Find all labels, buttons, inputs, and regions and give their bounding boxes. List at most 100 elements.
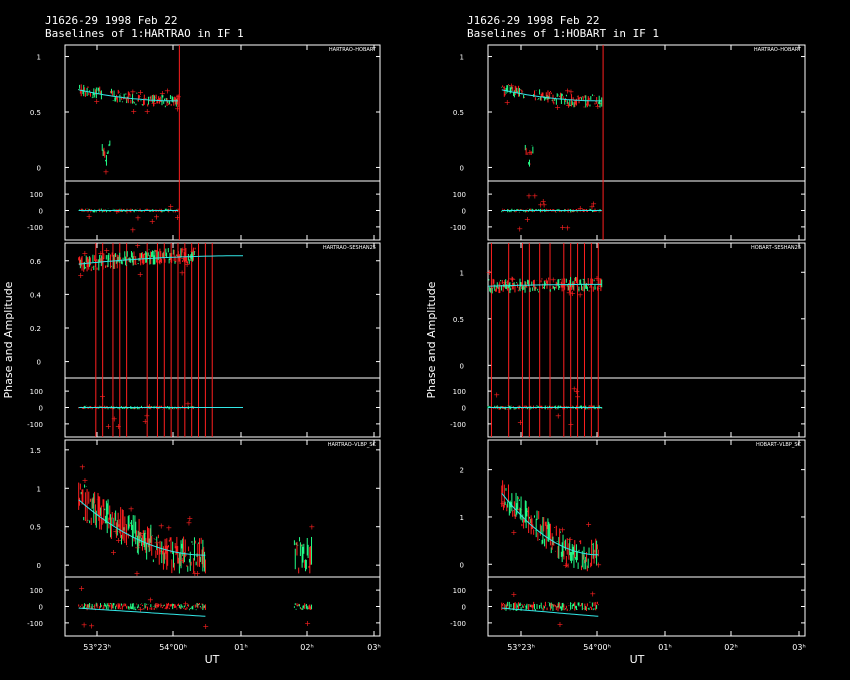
amp-outlier-mark: + xyxy=(595,561,602,570)
amp-outlier-mark: + xyxy=(184,260,191,269)
phase-outlier-mark: + xyxy=(99,392,106,401)
x-tick-label: 03ʰ xyxy=(792,643,805,652)
amp-outlier-mark: + xyxy=(569,289,576,298)
phase-outlier-mark: + xyxy=(147,596,154,605)
phase-outlier-mark: + xyxy=(541,200,548,209)
left-plot-subtitle: Baselines of 1:HARTRAO in IF 1 xyxy=(45,27,244,40)
amp-model-curve xyxy=(78,89,178,102)
phase-outlier-mark: + xyxy=(88,622,95,631)
panel-2: HARTRAO–VLBP_SC00.511.51000-100+++++++++… xyxy=(27,439,381,637)
amp-outlier-mark: + xyxy=(191,569,198,578)
baseline-label: HARTRAO–SESHAN25 xyxy=(323,245,376,251)
amp-outlier-mark: + xyxy=(124,95,131,104)
x-tick-label: 54°00ʰ xyxy=(159,643,187,652)
amp-outlier-mark: + xyxy=(526,148,533,157)
amp-outlier-mark: + xyxy=(125,531,132,540)
phase-outlier-mark: + xyxy=(537,201,544,210)
phase-model-curve xyxy=(78,607,206,617)
amp-outlier-mark: + xyxy=(134,241,141,250)
amp-outlier-mark: + xyxy=(130,88,137,97)
phase-outlier-mark: + xyxy=(135,214,142,223)
panel-0: HARTRAO–HOBART00.511000-100+++++++++++++… xyxy=(27,44,381,241)
amp-outlier-mark: + xyxy=(103,246,110,255)
amp-outlier-mark: + xyxy=(559,525,566,534)
amp-outlier-mark: + xyxy=(151,99,158,108)
amp-outlier-mark: + xyxy=(509,275,516,284)
phase-tick-label: 100 xyxy=(453,388,466,396)
amp-outlier-mark: + xyxy=(179,268,186,277)
x-tick-label: 03ʰ xyxy=(367,643,380,652)
amp-outlier-mark: + xyxy=(564,86,571,95)
phase-outlier-mark: + xyxy=(78,584,85,593)
phase-outlier-mark: + xyxy=(149,217,156,226)
phase-tick-label: 0 xyxy=(39,604,43,612)
amp-tick-label: 1.5 xyxy=(30,447,41,455)
phase-tick-label: 0 xyxy=(39,208,43,216)
amp-tick-label: 0 xyxy=(460,362,464,370)
amp-outlier-mark: + xyxy=(137,270,144,279)
phase-outlier-mark: + xyxy=(81,621,88,630)
amp-outlier-mark: + xyxy=(138,531,145,540)
phase-outlier-mark: + xyxy=(524,215,531,224)
phase-outlier-mark: + xyxy=(571,384,578,393)
phase-tick-label: -100 xyxy=(27,620,43,628)
amp-outlier-mark: + xyxy=(554,103,561,112)
amp-tick-label: 1 xyxy=(37,54,41,62)
amp-outlier-mark: + xyxy=(186,514,193,523)
phase-tick-label: 0 xyxy=(462,405,466,413)
amp-outlier-mark: + xyxy=(134,569,141,578)
amp-outlier-mark: + xyxy=(500,499,507,508)
amp-outlier-mark: + xyxy=(77,271,84,280)
phase-tick-label: 100 xyxy=(30,388,43,396)
amp-outlier-mark: + xyxy=(594,274,601,283)
right-plot-ylabel: Phase and Amplitude xyxy=(425,281,438,398)
baseline-label: HOBART–VLBP_SC xyxy=(756,442,802,448)
amp-outlier-mark: + xyxy=(568,87,575,96)
amp-outlier-mark: + xyxy=(103,168,110,177)
amp-tick-label: 0 xyxy=(37,164,41,172)
amp-tick-label: 0 xyxy=(37,562,41,570)
phase-outlier-mark: + xyxy=(142,417,149,426)
amp-model-curve xyxy=(501,492,599,556)
phase-tick-label: -100 xyxy=(27,421,43,429)
amp-tick-label: 0.5 xyxy=(30,109,41,117)
amp-outlier-mark: + xyxy=(82,476,89,485)
phase-outlier-mark: + xyxy=(111,414,118,423)
phase-tick-label: 0 xyxy=(39,405,43,413)
phase-tick-label: 100 xyxy=(453,191,466,199)
phase-outlier-mark: + xyxy=(557,620,564,629)
phase-outlier-mark: + xyxy=(568,420,575,429)
amp-outlier-mark: + xyxy=(159,89,166,98)
amp-outlier-mark: + xyxy=(115,536,122,545)
phase-outlier-mark: + xyxy=(493,390,500,399)
amp-tick-label: 1 xyxy=(460,514,464,522)
x-tick-label: 02ʰ xyxy=(724,643,737,652)
amp-outlier-mark: + xyxy=(186,518,193,527)
left-plot: J1626-29 1998 Feb 22 Baselines of 1:HART… xyxy=(2,14,381,666)
amp-tick-label: 1 xyxy=(460,54,464,62)
amp-outlier-mark: + xyxy=(110,548,117,557)
phase-outlier-mark: + xyxy=(115,422,122,431)
panel-frame xyxy=(64,242,381,438)
phase-outlier-mark: + xyxy=(526,191,533,200)
amp-outlier-mark: + xyxy=(566,288,573,297)
phase-outlier-mark: + xyxy=(167,202,174,211)
phase-outlier-mark: + xyxy=(589,203,596,212)
amp-outlier-mark: + xyxy=(93,97,100,106)
phase-outlier-mark: + xyxy=(130,225,137,234)
amp-outlier-mark: + xyxy=(543,276,550,285)
phase-model-curve xyxy=(501,607,599,617)
amp-outlier-mark: + xyxy=(128,504,135,513)
phase-outlier-mark: + xyxy=(564,224,571,233)
amp-outlier-mark: + xyxy=(137,88,144,97)
phase-tick-label: -100 xyxy=(27,224,43,232)
amp-outlier-mark: + xyxy=(79,463,86,472)
phase-outlier-mark: + xyxy=(182,600,189,609)
amp-tick-label: 0.5 xyxy=(30,524,41,532)
amp-tick-label: 0 xyxy=(460,561,464,569)
amp-outlier-mark: + xyxy=(577,290,584,299)
phase-outlier-mark: + xyxy=(540,197,547,206)
